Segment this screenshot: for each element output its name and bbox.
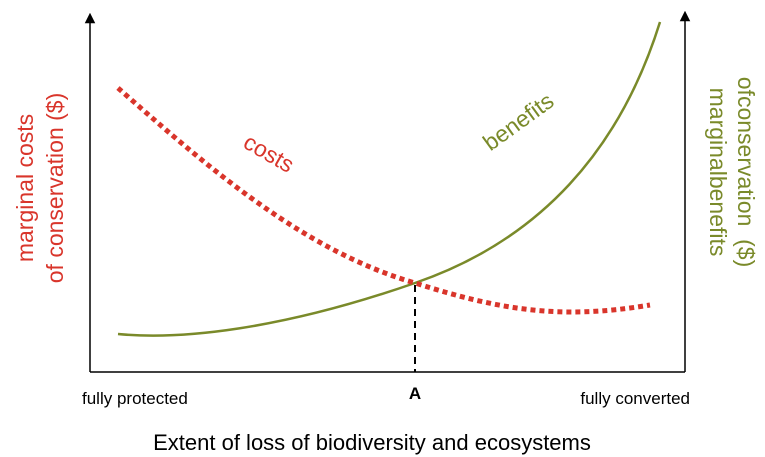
y-right-label: ofconservation ($) xyxy=(733,77,759,267)
x-title: Extent of loss of biodiversity and ecosy… xyxy=(153,430,591,455)
x-right-end: fully converted xyxy=(580,389,690,408)
x-left-end: fully protected xyxy=(82,389,188,408)
benefits-curve xyxy=(117,21,662,337)
costs-label: costs xyxy=(239,128,298,177)
y-left-label: marginal costs xyxy=(12,114,38,262)
costs-curve xyxy=(116,86,651,315)
benefits-label: benefits xyxy=(478,87,558,155)
y-right-label: marginalbenefits xyxy=(705,88,731,257)
point-label: A xyxy=(409,384,421,403)
y-left-label: of conservation ($) xyxy=(42,93,68,283)
